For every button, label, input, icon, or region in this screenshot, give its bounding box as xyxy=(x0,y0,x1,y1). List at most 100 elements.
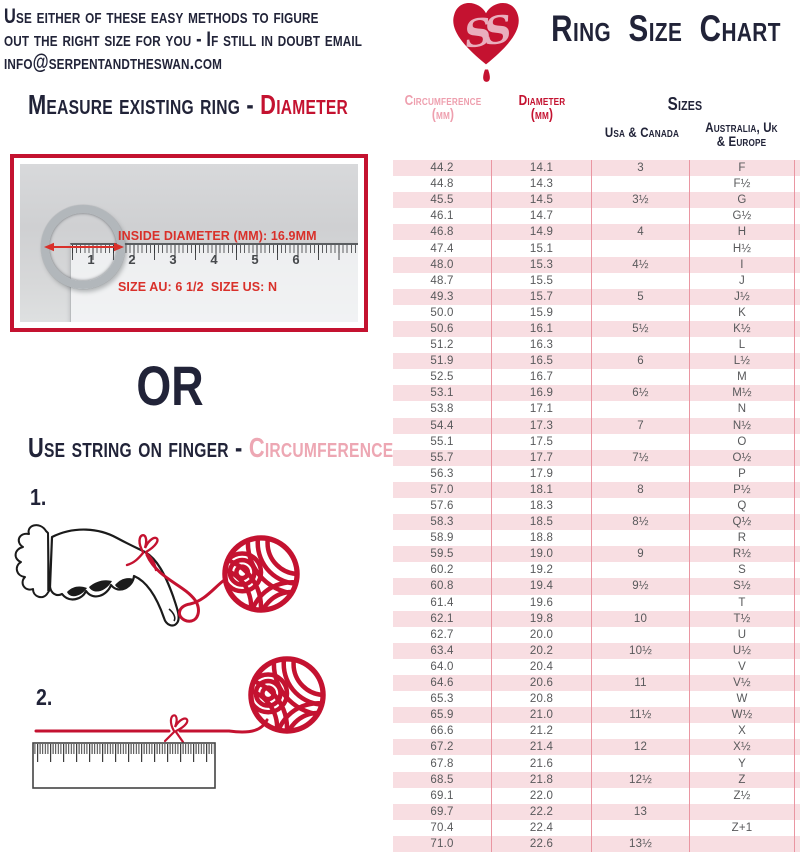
table-cell: H½ xyxy=(690,240,795,257)
table-cell: 44.8 xyxy=(393,176,492,193)
table-row: 46.1 14.7 G½ xyxy=(393,208,800,225)
table-row: 46.8 14.9 4 H xyxy=(393,224,800,241)
table-cell-filler xyxy=(795,595,800,611)
table-cell: K½ xyxy=(690,320,795,338)
table-cell: 20.0 xyxy=(492,626,592,643)
table-row: 61.4 19.6 T xyxy=(393,594,800,611)
table-cell: 17.5 xyxy=(492,433,592,450)
table-cell-filler xyxy=(795,337,800,353)
table-cell: 8½ xyxy=(592,514,690,531)
table-cell: L½ xyxy=(690,353,795,370)
table-cell xyxy=(592,369,690,386)
header-line: Diameter xyxy=(518,93,566,109)
table-cell: U xyxy=(690,626,795,643)
table-cell: 19.4 xyxy=(492,578,592,595)
ring-photo: INSIDE DIAMETER (MM): 16.9MM SIZE AU: 6 … xyxy=(20,164,358,322)
table-cell: 22.4 xyxy=(492,819,592,836)
table-cell: 61.4 xyxy=(393,594,492,611)
table-row: 65.9 21.0 11½ W½ xyxy=(393,707,800,724)
table-row: 47.4 15.1 H½ xyxy=(393,240,800,257)
table-cell-filler xyxy=(795,240,800,256)
table-row: 48.0 15.3 4½ I xyxy=(393,256,800,273)
table-cell: 59.5 xyxy=(393,546,492,563)
table-row: 60.8 19.4 9½ S½ xyxy=(393,578,800,595)
or-label: OR xyxy=(136,354,204,417)
table-cell-filler xyxy=(795,257,800,273)
column-header-sizes: Sizes xyxy=(667,93,703,114)
table-cell: 55.1 xyxy=(393,433,492,450)
table-cell: W xyxy=(690,691,795,708)
table-cell-filler xyxy=(795,385,800,401)
table-cell: 12 xyxy=(592,739,690,756)
table-cell: 64.0 xyxy=(393,658,492,675)
bow-icon xyxy=(163,714,189,744)
table-cell-filler xyxy=(795,192,800,208)
table-cell: 9½ xyxy=(592,578,690,595)
table-cell xyxy=(592,819,690,836)
table-cell: 65.3 xyxy=(393,691,492,708)
table-cell: 5½ xyxy=(592,320,690,338)
table-cell xyxy=(592,401,690,418)
table-cell-filler xyxy=(795,627,800,643)
ruler-number: 5 xyxy=(251,252,259,267)
table-row: 55.1 17.5 O xyxy=(393,433,800,450)
table-row: 53.8 17.1 N xyxy=(393,401,800,418)
table-row: 67.8 21.6 Y xyxy=(393,755,800,772)
table-cell: 15.7 xyxy=(492,288,592,305)
table-cell: O xyxy=(690,433,795,450)
table-cell: 19.8 xyxy=(492,610,592,627)
table-cell-filler xyxy=(795,482,800,498)
table-cell: 13½ xyxy=(592,835,690,852)
table-cell: 13 xyxy=(592,803,690,820)
table-cell: 21.8 xyxy=(492,771,592,788)
table-cell: 5 xyxy=(592,288,690,305)
table-cell: 10 xyxy=(592,610,690,627)
table-cell: 3 xyxy=(592,160,690,177)
table-cell: 8 xyxy=(592,481,690,498)
table-cell: 21.4 xyxy=(492,739,592,756)
table-cell xyxy=(592,530,690,547)
table-cell-filler xyxy=(795,418,800,434)
table-cell: 48.7 xyxy=(393,272,492,289)
table-cell-filler xyxy=(795,739,800,755)
table-cell: O½ xyxy=(690,449,795,466)
table-cell: 12½ xyxy=(592,771,690,788)
table-cell: 57.6 xyxy=(393,497,492,515)
table-cell: 14.3 xyxy=(492,176,592,193)
table-cell xyxy=(690,803,795,820)
table-cell-filler xyxy=(795,321,800,337)
table-row: 54.4 17.3 7 N½ xyxy=(393,417,800,434)
table-cell-filler xyxy=(795,611,800,627)
table-cell: 46.1 xyxy=(393,208,492,225)
table-cell: 22.2 xyxy=(492,803,592,820)
hand-icon xyxy=(48,528,180,627)
table-row: 44.2 14.1 3 F xyxy=(393,160,800,177)
header-line: (mm) xyxy=(530,107,554,123)
table-cell: 62.7 xyxy=(393,626,492,643)
table-cell-filler xyxy=(795,820,800,836)
intro-line: Use either of these easy methods to figu… xyxy=(4,5,319,28)
table-cell-filler xyxy=(795,305,800,321)
table-cell: 21.0 xyxy=(492,707,592,724)
table-cell: 16.1 xyxy=(492,320,592,338)
page-title: Ring Size Chart xyxy=(551,8,781,49)
ruler-number: 3 xyxy=(169,252,177,267)
table-cell: 4½ xyxy=(592,256,690,273)
table-cell: M xyxy=(690,369,795,386)
table-cell: X½ xyxy=(690,739,795,756)
table-row: 68.5 21.8 12½ Z xyxy=(393,771,800,788)
table-cell: 53.1 xyxy=(393,385,492,402)
string-line xyxy=(145,553,225,623)
table-cell-filler xyxy=(795,289,800,305)
table-cell: 20.4 xyxy=(492,658,592,675)
table-cell: 48.0 xyxy=(393,256,492,273)
table-row: 48.7 15.5 J xyxy=(393,272,800,289)
hand-string-illustration xyxy=(14,521,312,663)
size-table-body: 44.2 14.1 3 F 44.8 14.3 F½ 45.5 14.5 3½ G 46.1 14.7 G… xyxy=(393,160,800,852)
table-cell: M½ xyxy=(690,385,795,402)
table-cell: 17.9 xyxy=(492,465,592,482)
table-cell: 17.7 xyxy=(492,449,592,466)
string-line xyxy=(34,718,269,734)
string-ruler-illustration xyxy=(32,646,354,796)
table-cell xyxy=(690,835,795,852)
